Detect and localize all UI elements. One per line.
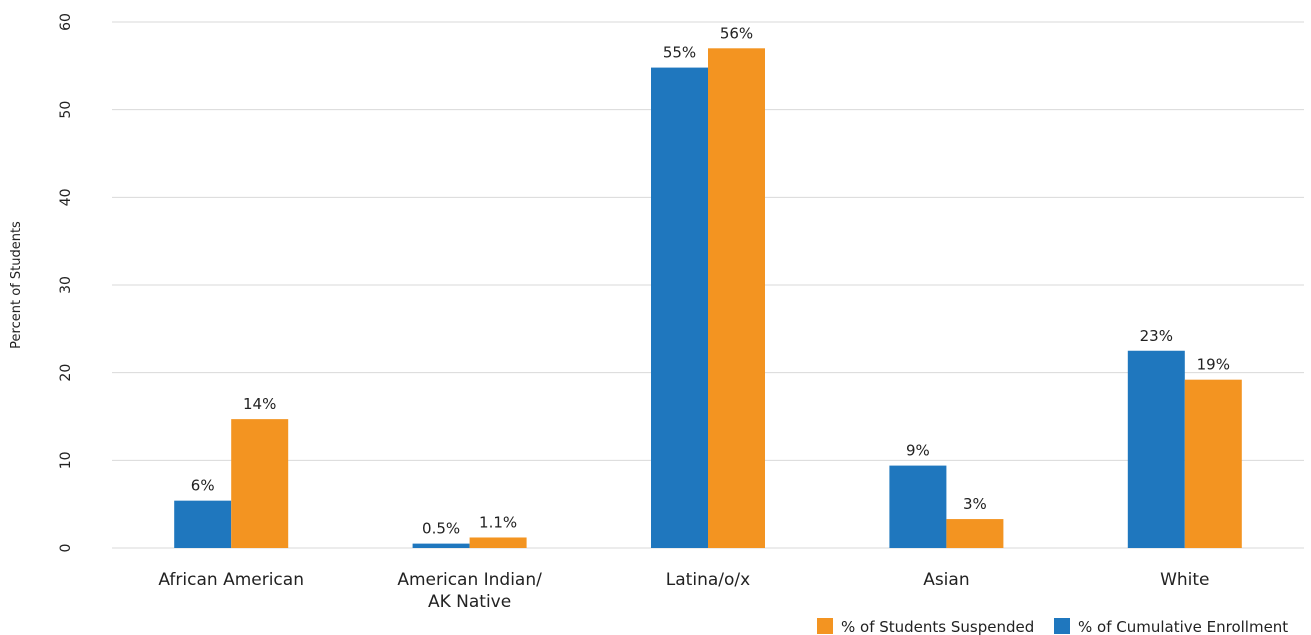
category-label: Asian — [923, 570, 969, 590]
legend: % of Students Suspended % of Cumulative E… — [817, 618, 1288, 635]
bar — [469, 537, 527, 548]
data-label: 19% — [1197, 356, 1230, 374]
y-tick-label: 10 — [58, 451, 74, 469]
bar — [946, 519, 1004, 548]
bar — [1184, 379, 1242, 548]
category-labels: African American American Indian/AK Nativ… — [158, 570, 1209, 612]
bars — [174, 48, 1242, 549]
legend-swatch — [817, 618, 833, 634]
category-label: African American — [158, 570, 304, 590]
data-label: 0.5% — [422, 520, 460, 538]
data-label: 6% — [191, 477, 215, 495]
bar — [708, 48, 765, 549]
y-tick-label: 60 — [58, 13, 74, 31]
y-tick-labels: 0 10 20 30 40 50 60 — [58, 13, 74, 552]
y-tick-label: 50 — [58, 101, 74, 119]
legend-swatch — [1054, 618, 1070, 634]
bar — [1127, 350, 1185, 548]
bar — [651, 67, 708, 548]
data-label: 55% — [663, 44, 696, 62]
bar — [174, 500, 232, 548]
bar — [231, 419, 289, 548]
category-label: AK Native — [428, 592, 511, 612]
data-label: 3% — [963, 495, 987, 513]
legend-label: % of Students Suspended — [841, 618, 1034, 635]
data-label: 14% — [243, 395, 276, 413]
legend-label: % of Cumulative Enrollment — [1078, 618, 1288, 635]
category-label: American Indian/ — [397, 570, 542, 590]
category-label: White — [1160, 570, 1209, 590]
y-tick-label: 40 — [58, 188, 74, 206]
bar — [889, 465, 947, 548]
y-axis-label: Percent of Students — [9, 221, 24, 349]
data-label: 9% — [906, 442, 930, 460]
data-label: 56% — [720, 24, 753, 42]
data-label: 23% — [1140, 327, 1173, 345]
data-label: 1.1% — [479, 513, 517, 531]
category-label: Latina/o/x — [666, 570, 750, 590]
bar — [412, 543, 470, 548]
data-labels: 6% 14% 0.5% 1.1% 55% 56% 9% 3% 23% 19% — [191, 24, 1230, 537]
y-tick-label: 20 — [58, 364, 74, 382]
y-tick-label: 0 — [58, 544, 74, 553]
y-tick-label: 30 — [58, 276, 74, 294]
